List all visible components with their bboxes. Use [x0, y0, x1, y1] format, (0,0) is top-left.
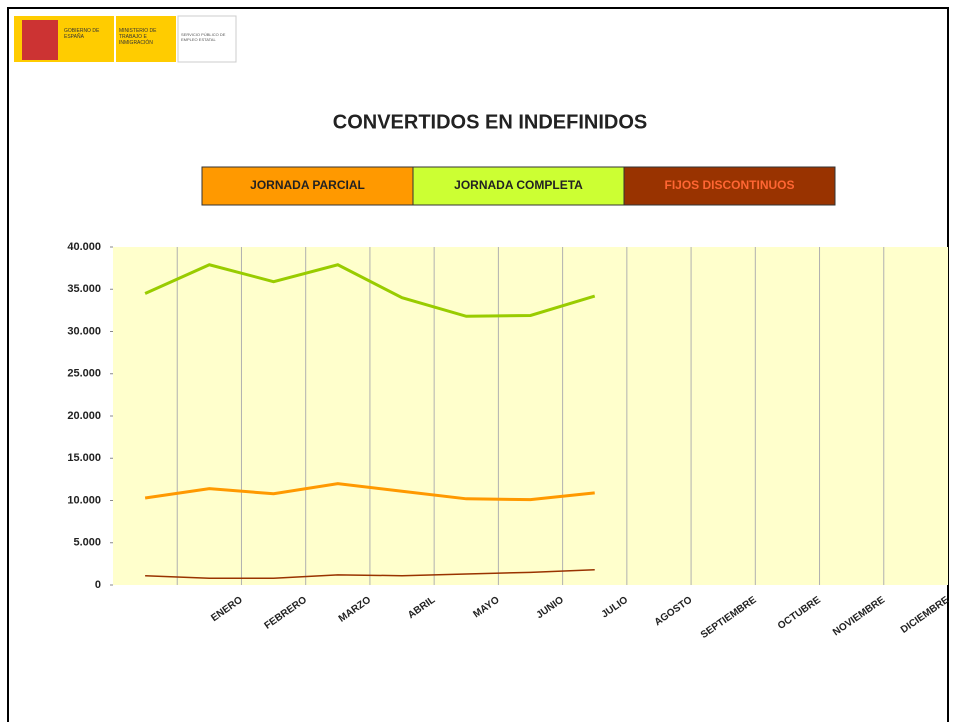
y-tick-label: 15.000: [67, 452, 101, 464]
y-tick-label: 0: [95, 579, 101, 591]
series-line: [145, 569, 595, 579]
legend-label: JORNADA PARCIAL: [250, 178, 365, 192]
logo-text: MINISTERIO DE TRABAJO E INMIGRACIÓN: [119, 28, 157, 46]
y-tick-label: 35.000: [67, 283, 101, 295]
y-tick-label: 25.000: [67, 368, 101, 380]
legend-label: JORNADA COMPLETA: [454, 178, 583, 192]
y-tick-label: 30.000: [67, 325, 101, 337]
series-line: [144, 482, 595, 502]
legend-swatch: [412, 166, 625, 206]
logo-text: GOBIERNO DE ESPAÑA: [64, 28, 100, 40]
y-tick-label: 5.000: [73, 537, 101, 549]
logo-text: SERVICIO PÚBLICO DE EMPLEO ESTATAL: [181, 32, 226, 42]
logo-text-box: GOBIERNO DE ESPAÑA: [64, 28, 100, 40]
y-tick-label: 10.000: [67, 494, 101, 506]
logo-block: [177, 15, 237, 63]
legend-swatch: [201, 166, 414, 206]
series-line: [144, 263, 596, 318]
logo: GOBIERNO DE ESPAÑA MINISTERIO DE TRABAJO…: [14, 15, 237, 63]
y-tick-label: 20.000: [67, 410, 101, 422]
chart-title: CONVERTIDOS EN INDEFINIDOS: [333, 111, 647, 133]
plot-area: [113, 247, 948, 585]
logo-emblem: [22, 20, 58, 60]
logo-text-box: MINISTERIO DE TRABAJO E INMIGRACIÓN: [119, 28, 157, 46]
logo-block: [116, 16, 176, 62]
logo-text-box: SERVICIO PÚBLICO DE EMPLEO ESTATAL: [181, 32, 226, 42]
legend-label: FIJOS DISCONTINUOS: [664, 178, 794, 192]
legend-swatch: [623, 166, 836, 206]
y-tick-label: 40.000: [67, 241, 101, 253]
